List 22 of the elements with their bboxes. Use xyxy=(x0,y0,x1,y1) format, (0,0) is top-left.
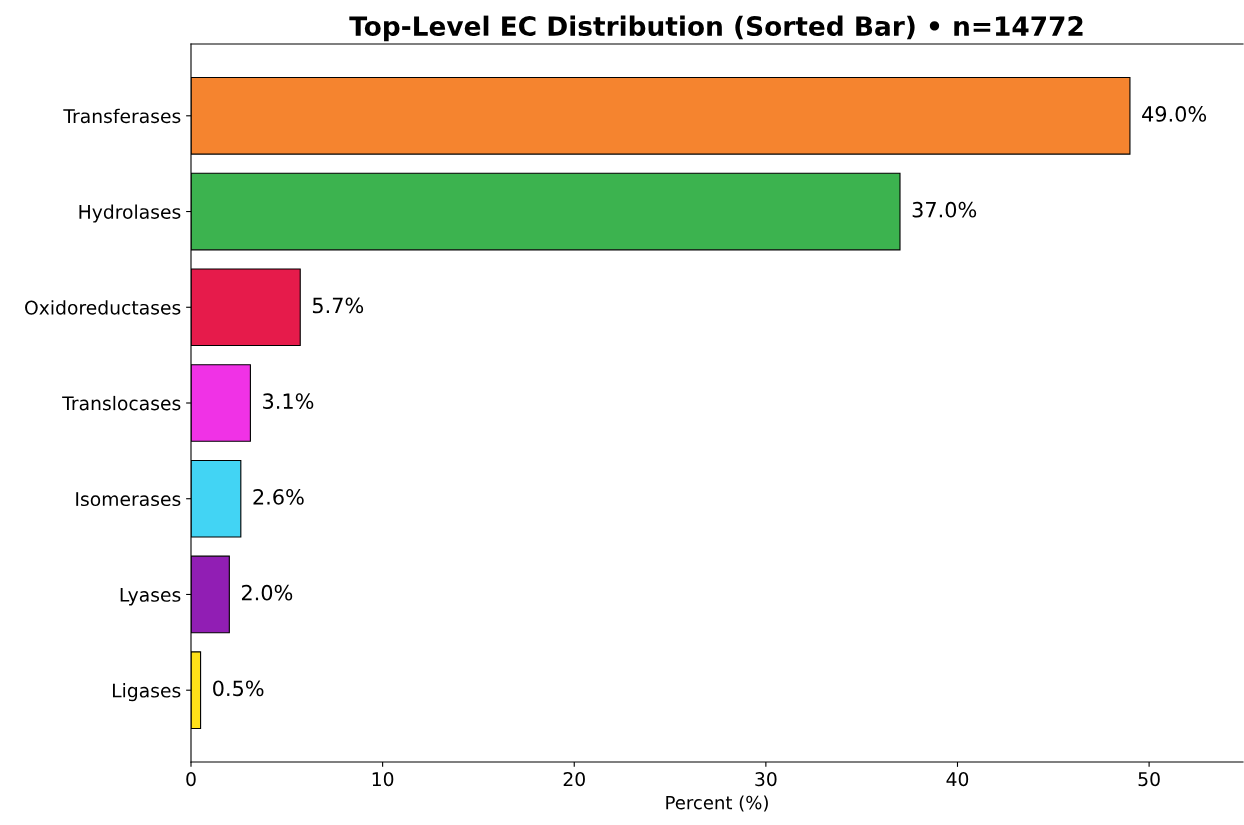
y-tick-label: Isomerases xyxy=(76,492,181,507)
y-tick-label: Ligases xyxy=(113,683,181,702)
x-tick-label: 0 xyxy=(186,772,196,787)
x-tick-label: 50 xyxy=(1138,772,1160,787)
y-tick-label: Translocases xyxy=(62,395,181,411)
chart-title: Top-Level EC Distribution (Sorted Bar) • n=14772 xyxy=(349,15,1083,42)
x-axis-title: Percent (%) xyxy=(666,795,768,812)
data-label: 2.0% xyxy=(241,584,293,601)
data-label: 5.7% xyxy=(312,297,364,314)
y-tick-label: Hydrolases xyxy=(79,204,181,223)
x-tick-label: 10 xyxy=(372,772,394,787)
data-label: 49.0% xyxy=(1142,106,1207,122)
x-tick-label: 30 xyxy=(755,772,777,787)
data-label: 0.5% xyxy=(213,680,264,697)
data-label: 2.6% xyxy=(253,489,304,505)
data-label: 3.1% xyxy=(263,393,314,410)
x-tick-label: 40 xyxy=(946,772,969,787)
y-tick-label: Lyases xyxy=(120,587,181,606)
data-label: 37.0% xyxy=(912,201,977,218)
x-tick-label: 20 xyxy=(563,772,585,787)
y-tick-label: Oxidoreductases xyxy=(25,300,181,315)
y-tick-label: Transferases xyxy=(63,108,181,124)
